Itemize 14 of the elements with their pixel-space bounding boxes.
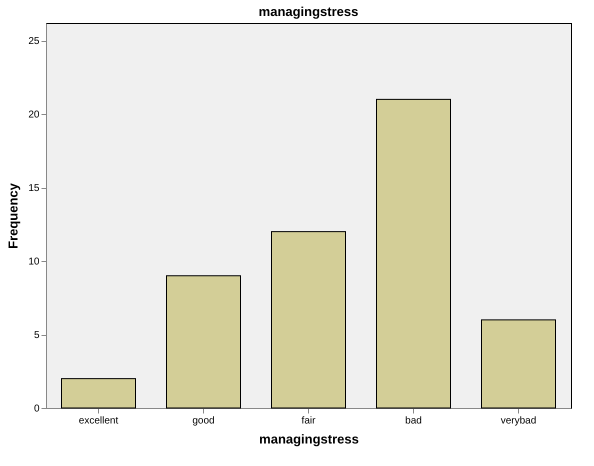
x-tick-label: fair (302, 416, 316, 426)
y-axis-title: Frequency (5, 182, 20, 249)
x-tick-label: good (192, 416, 215, 426)
chart-title: managingstress (258, 4, 358, 19)
y-tick-label: 5 (34, 330, 40, 342)
x-tick-label: excellent (78, 416, 118, 426)
y-tick-label: 25 (28, 36, 40, 48)
y-tick-label: 20 (28, 110, 40, 121)
y-tick-label: 0 (34, 404, 40, 414)
y-tick-label: 15 (28, 183, 40, 194)
x-axis-title: managingstress (259, 432, 359, 446)
y-tick-label: 10 (28, 256, 40, 268)
x-tick-label: verybad (500, 416, 536, 426)
x-tick-label: bad (405, 416, 422, 426)
